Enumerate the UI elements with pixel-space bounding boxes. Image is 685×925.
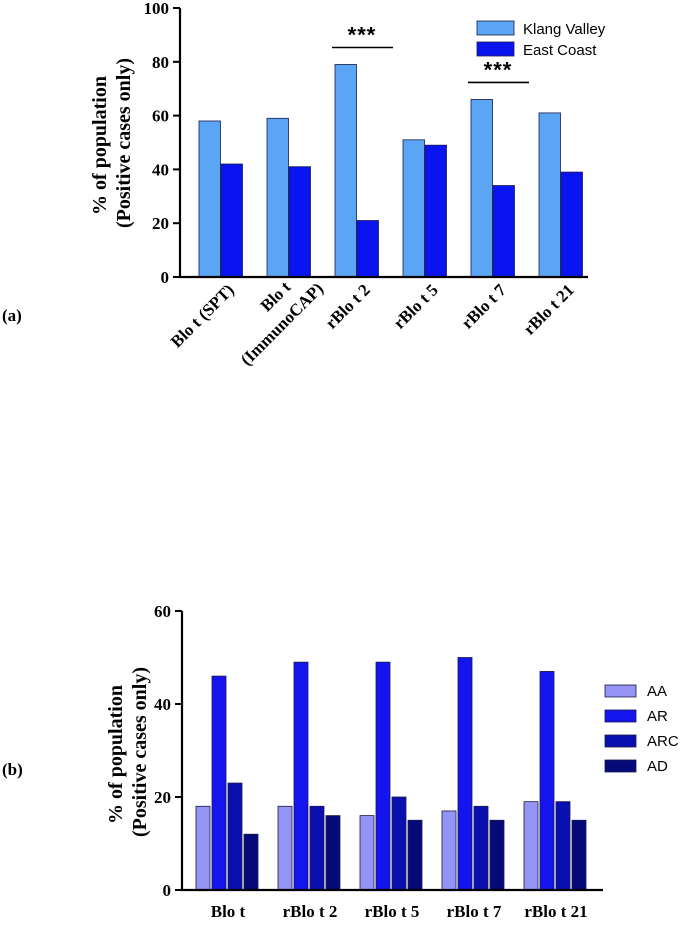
panel-b-bar-aa-1 [277,805,293,891]
panel-a-x-label-0-line-0: Blo t (SPT) [167,280,238,351]
panel-a-x-label-3-line-0: rBlo t 5 [390,280,442,332]
panel-a-bar-east-coast-0 [220,163,243,278]
panel-b-legend-swatch-aa [604,684,637,698]
panel-a-significance: *** *** [332,22,529,84]
panel-a-bars [198,64,583,278]
panel-b-x-label-1: rBlo t 2 [283,902,338,921]
panel-b-ylabel-line1: % of population [105,685,127,824]
panel-a-x-label-4-line-0: rBlo t 7 [458,280,511,333]
panel-b-bar-aa-2 [359,815,375,891]
panel-b-bar-ar-1 [293,661,309,891]
panel-b-bar-ar-4 [539,671,555,891]
panel-b-bar-ar-0 [211,675,227,891]
panel-a-x-label-5: rBlo t 21 [520,280,578,338]
panel-b-ylabel: % of population (Positive cases only) [105,667,151,837]
panel-b-bars [195,657,587,891]
panel-b-y-ticks: 0 20 40 60 [154,602,182,900]
panel-b-x-label-2: rBlo t 5 [365,902,420,921]
panel-b-bar-aa-4 [523,801,539,891]
panel-b-bar-arc-0 [227,782,243,891]
panel-a-bar-klang-valley-5 [538,112,561,278]
panel-a-y-tick-label-0: 0 [161,268,170,287]
panel-b-y-tick-label-0: 0 [163,881,172,900]
panel-b-bar-arc-3 [473,805,489,891]
panel-b-bar-arc-4 [555,801,571,891]
panel-b-bar-ad-1 [325,815,341,891]
panel-b-axes [180,611,603,892]
panel-a-y-tick-label-100: 100 [144,0,170,18]
panel-a-legend-swatch-klang-valley [476,20,515,36]
panel-a-legend-label-klang-valley: Klang Valley [523,21,606,38]
panel-b-label: (b) [2,760,23,779]
panel-a-y-tick-label-80: 80 [152,53,169,72]
panel-a-bar-east-coast-1 [288,166,311,278]
panel-a-x-label-4: rBlo t 7 [458,280,511,333]
panel-a-label: (a) [2,306,22,325]
panel-a-y-ticks: 0 20 40 60 80 100 [144,0,180,287]
panel-b-x-labels: Blo t rBlo t 2 rBlo t 5 rBlo t 7 rBlo t 21 [211,902,588,921]
panel-b-x-label-0: Blo t [211,902,246,921]
panel-a-bar-east-coast-5 [560,171,583,278]
panel-a-axes [178,8,588,279]
panel-b-legend-label-ad: AD [647,758,668,775]
panel-b-bar-aa-0 [195,805,211,891]
panel-a-bar-east-coast-2 [356,220,379,278]
panel-a-bar-klang-valley-1 [266,117,289,278]
panel-a-bar-klang-valley-3 [402,139,425,278]
panel-a-x-label-5-line-0: rBlo t 21 [520,280,578,338]
panel-b-bar-ar-2 [375,661,391,891]
panel-b-legend: AA AR ARC AD [604,683,679,775]
panel-a-ylabel: % of population (Positive cases only) [89,58,135,228]
panel-b-legend-swatch-ad [604,759,637,773]
panel-a-significance-label-1: *** [484,57,513,82]
panel-a-ylabel-line1: % of population [89,76,111,215]
panel-a-x-label-3: rBlo t 5 [390,280,442,332]
panel-a-bar-klang-valley-0 [198,120,221,278]
panel-b-bar-ad-0 [243,833,259,891]
panel-a-y-tick-label-60: 60 [152,107,169,126]
panel-b-y-tick-label-20: 20 [154,788,171,807]
panel-a-x-label-2: rBlo t 2 [322,280,374,332]
panel-b-legend-swatch-ar [604,709,637,723]
panel-b-x-label-4: rBlo t 21 [524,902,587,921]
panel-b-bar-aa-3 [441,810,457,891]
panel-a-bar-klang-valley-2 [334,64,357,278]
panel-b-legend-swatch-arc [604,734,637,748]
panel-b-bar-arc-2 [391,796,407,891]
panel-a-y-tick-label-20: 20 [152,214,169,233]
panel-b-legend-label-arc: ARC [647,733,679,750]
panel-a-y-tick-label-40: 40 [152,160,169,179]
panel-b-bar-ad-2 [407,819,423,891]
panel-a-legend-label-east-coast: East Coast [523,42,597,59]
panel-a-bar-klang-valley-4 [470,99,493,278]
panel-b-y-tick-label-40: 40 [154,695,171,714]
panel-b-bar-ar-3 [457,657,473,891]
panel-a-x-label-2-line-0: rBlo t 2 [322,280,374,332]
panel-b-x-label-3: rBlo t 7 [447,902,502,921]
panel-b-legend-label-ar: AR [647,708,668,725]
panel-b-bar-arc-1 [309,805,325,891]
panel-a-legend-swatch-east-coast [476,41,515,57]
panel-a-significance-label-0: *** [348,22,377,47]
panel-b-bar-ad-3 [489,819,505,891]
chart-panel-b: (b) % of population (Positive cases only… [2,602,679,921]
panel-a-bar-east-coast-3 [424,144,447,278]
panel-a-x-label-0: Blo t (SPT) [167,280,238,351]
panel-a-bar-east-coast-4 [492,185,515,278]
panel-b-bar-ad-4 [571,819,587,891]
panel-b-ylabel-line2: (Positive cases only) [129,667,151,837]
panel-a-ylabel-line2: (Positive cases only) [113,58,135,228]
panel-b-y-tick-label-60: 60 [154,602,171,621]
panel-a-legend: Klang Valley East Coast [476,20,606,59]
panel-b-legend-label-aa: AA [647,683,667,700]
chart-panel-a: (a) % of population (Positive cases only… [2,0,606,369]
